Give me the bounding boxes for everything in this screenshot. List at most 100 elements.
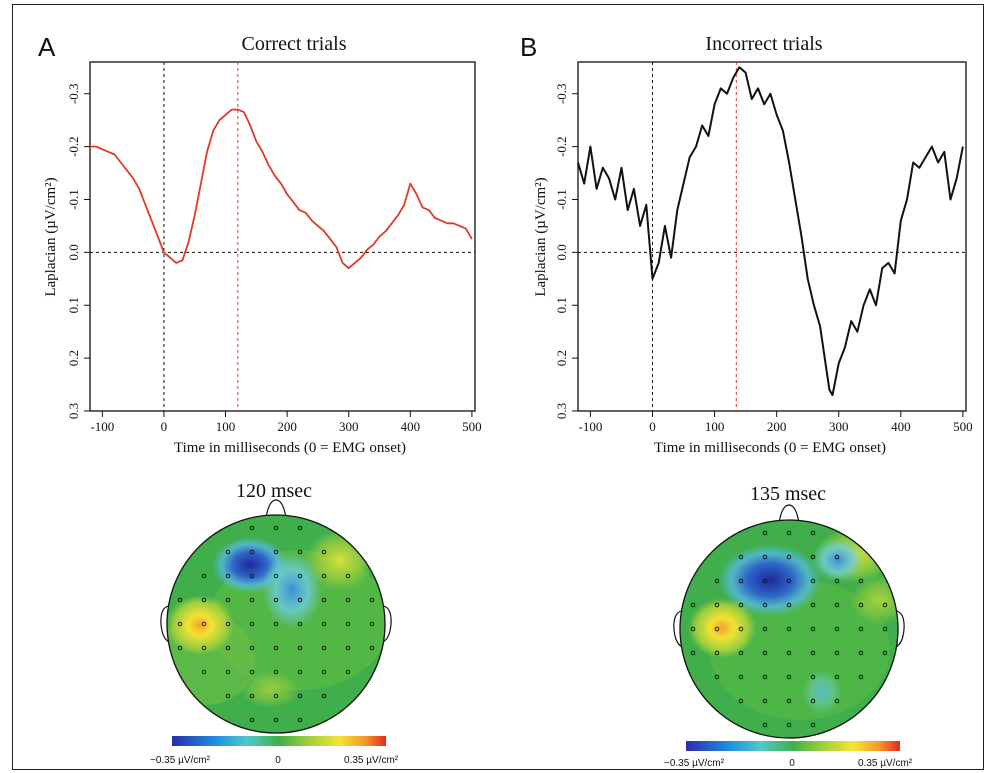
electrode-dot (297, 597, 303, 603)
electrode-dot (273, 645, 279, 651)
panel-label-b: B (520, 32, 537, 62)
electrode-dot (786, 530, 792, 536)
y-tick-label: 0.0 (554, 244, 569, 260)
electrode-grid (177, 525, 375, 723)
y-tick-label: 0.2 (554, 350, 569, 366)
electrode-dot (786, 626, 792, 632)
head-nose-icon (778, 504, 800, 524)
colorbar-max-label: 0.35 µV/cm² (344, 755, 399, 766)
colorbar-max-label: 0.35 µV/cm² (858, 758, 913, 769)
y-tick-label: -0.1 (554, 189, 569, 210)
colorbar-mid-label: 0 (275, 755, 281, 766)
electrode-dot (858, 626, 864, 632)
electrode-dot (690, 602, 696, 608)
y-axis-label-correct: Laplacian (µV/cm²) (43, 177, 59, 296)
colorbar-gradient (686, 741, 900, 751)
electrode-dot (738, 578, 744, 584)
electrode-dot (249, 549, 255, 555)
y-tick-label: -0.2 (554, 136, 569, 157)
electrode-dot (810, 650, 816, 656)
topomap-label-135: 135 msec (750, 483, 826, 505)
x-tick-label: -100 (578, 419, 602, 434)
electrode-dot (297, 669, 303, 675)
electrode-dot (714, 674, 720, 680)
head-outline (679, 519, 899, 739)
electrode-dot (273, 525, 279, 531)
electrode-dot (321, 621, 327, 627)
x-tick-label: 500 (953, 419, 973, 434)
electrode-dot (834, 650, 840, 656)
x-tick-label: 400 (401, 419, 421, 434)
chart-correct-trials: Correct trials Laplacian (µV/cm²) Time i… (43, 33, 482, 456)
electrode-dot (762, 674, 768, 680)
electrode-dot (810, 722, 816, 728)
head-outline (166, 514, 386, 734)
electrode-dot (249, 621, 255, 627)
colorbar-gradient (172, 736, 386, 746)
electrode-dot (225, 573, 231, 579)
electrode-dot (882, 626, 888, 632)
electrode-dot (786, 554, 792, 560)
electrode-dot (297, 549, 303, 555)
electrode-dot (345, 621, 351, 627)
electrode-dot (225, 621, 231, 627)
electrode-dot (249, 669, 255, 675)
electrode-dot (345, 573, 351, 579)
y-tick-label: 0.3 (66, 403, 81, 419)
x-tick-label: 300 (339, 419, 359, 434)
electrode-dot (345, 669, 351, 675)
y-tick-label: 0.1 (554, 297, 569, 313)
y-tick-label: -0.1 (66, 189, 81, 210)
electrode-dot (834, 602, 840, 608)
electrode-dot (738, 626, 744, 632)
electrode-dot (225, 693, 231, 699)
colorbar-min-label: −0.35 µV/cm² (150, 755, 211, 766)
electrode-dot (786, 602, 792, 608)
x-axis-label-incorrect: Time in milliseconds (0 = EMG onset) (654, 440, 886, 456)
electrode-dot (201, 597, 207, 603)
electrode-dot (273, 669, 279, 675)
electrode-dot (201, 645, 207, 651)
head-nose-icon (265, 499, 287, 519)
electrode-dot (786, 722, 792, 728)
electrode-dot (273, 597, 279, 603)
electrode-dot (321, 645, 327, 651)
electrode-dot (297, 621, 303, 627)
y-tick-label: 0.1 (66, 297, 81, 313)
topomap-surface (680, 520, 898, 738)
electrode-dot (738, 698, 744, 704)
electrode-dot (321, 549, 327, 555)
x-tick-label: 400 (891, 419, 911, 434)
electrode-dot (177, 597, 183, 603)
electrode-dot (273, 573, 279, 579)
electrode-dot (249, 597, 255, 603)
x-tick-label: 500 (462, 419, 482, 434)
electrode-dot (834, 674, 840, 680)
electrode-grid (690, 530, 888, 728)
electrode-dot (834, 554, 840, 560)
topomap-135-msec: 135 msec (673, 483, 905, 739)
chart-title-correct: Correct trials (242, 33, 347, 55)
x-tick-label: 200 (277, 419, 297, 434)
electrode-dot (858, 602, 864, 608)
x-tick-label: 300 (829, 419, 849, 434)
electrode-dot (714, 626, 720, 632)
electrode-dot (321, 597, 327, 603)
electrode-dot (762, 554, 768, 560)
colorbar-min-label: −0.35 µV/cm² (664, 758, 725, 769)
electrode-dot (201, 573, 207, 579)
electrode-dot (225, 597, 231, 603)
electrode-dot (882, 650, 888, 656)
electrode-dot (225, 549, 231, 555)
electrode-dot (177, 645, 183, 651)
x-tick-label: -100 (90, 419, 114, 434)
plot-frame (577, 61, 967, 412)
electrode-dot (249, 525, 255, 531)
x-tick-label: 100 (705, 419, 725, 434)
electrode-dot (834, 698, 840, 704)
electrode-dot (738, 674, 744, 680)
figure-frame (12, 4, 984, 770)
electrode-dot (762, 650, 768, 656)
electrode-dot (834, 578, 840, 584)
x-tick-label: 0 (161, 419, 168, 434)
